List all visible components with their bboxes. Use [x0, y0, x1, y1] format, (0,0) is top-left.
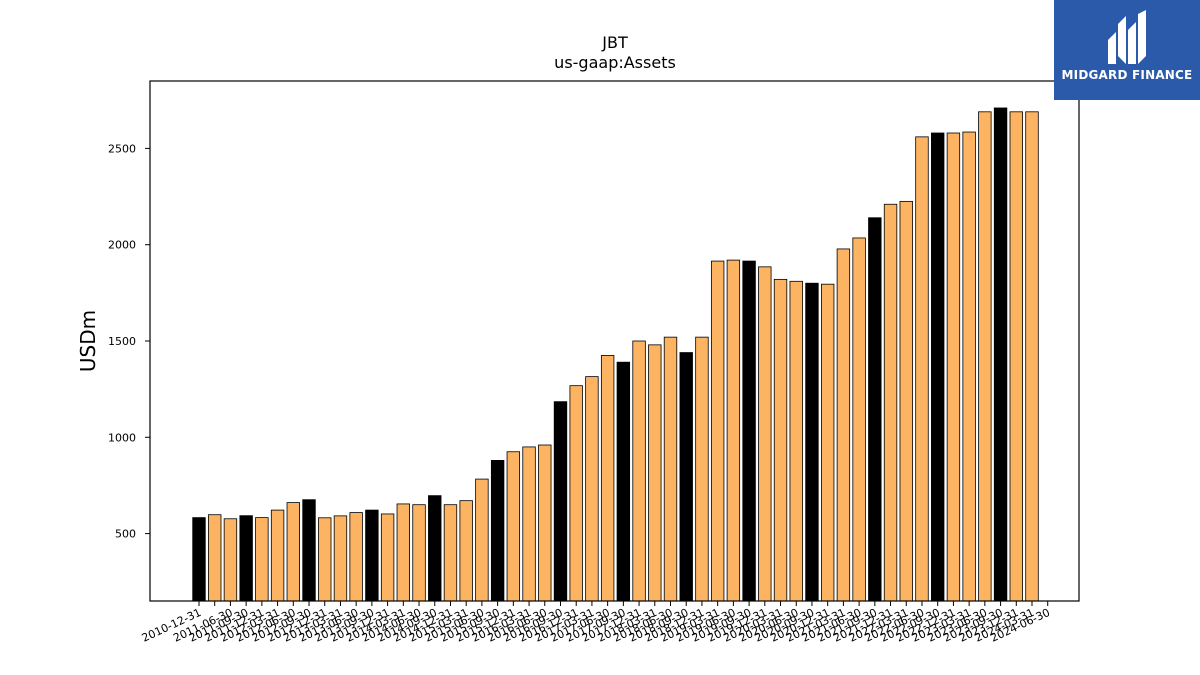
brand-name: MIDGARD FINANCE	[1061, 68, 1193, 82]
bar-2023-06-30	[978, 111, 992, 602]
bar-2013-12-31	[380, 513, 395, 602]
bar-2013-09-30	[365, 509, 379, 602]
bar-2015-03-31	[459, 500, 473, 602]
y-axis-ticks: 500 1000 1500 2000 2500	[108, 142, 150, 541]
bar-2022-09-30	[931, 132, 945, 602]
bar-2018-03-31	[648, 344, 662, 602]
bar-2012-12-31	[318, 517, 332, 602]
bar-2011-09-30	[239, 515, 253, 602]
y-axis-label: USDm	[76, 310, 100, 372]
bar-2015-09-30	[490, 460, 505, 602]
bar-2015-12-31	[506, 451, 521, 602]
bar-2014-09-30	[428, 495, 442, 602]
bar-2019-12-31	[758, 266, 772, 602]
midgard-logo-icon	[1108, 10, 1146, 64]
bar-2020-12-31	[820, 283, 835, 602]
bar-2023-12-31	[1009, 111, 1023, 602]
bar-2022-06-30	[915, 136, 929, 602]
bar-2012-03-31	[270, 509, 285, 602]
bar-2021-09-30	[868, 217, 882, 602]
y-tick-label: 1500	[108, 335, 136, 348]
bar-2011-03-31	[208, 514, 222, 602]
bar-2016-12-31	[569, 385, 583, 602]
bars-group	[192, 107, 1039, 602]
bar-2013-06-30	[349, 512, 363, 602]
bar-2022-12-31	[946, 132, 961, 602]
brand-logo: MIDGARD FINANCE	[1054, 0, 1200, 100]
plot-frame	[149, 80, 1080, 602]
bar-2019-03-31	[710, 260, 725, 602]
bar-2017-09-30	[616, 361, 631, 602]
bar-2016-03-31	[522, 446, 536, 602]
chart-title: JBT	[601, 33, 628, 52]
bar-2023-03-31	[962, 131, 976, 602]
y-tick-label: 1000	[108, 431, 136, 444]
bar-2014-06-30	[412, 504, 426, 602]
bar-2011-06-30	[223, 518, 238, 602]
bar-2020-03-31	[773, 278, 788, 602]
bar-2012-06-30	[286, 502, 300, 602]
bar-2024-03-31	[1025, 111, 1039, 602]
y-tick-label: 2500	[108, 142, 136, 155]
bar-2016-06-30	[538, 444, 552, 602]
bar-2015-06-30	[475, 478, 489, 602]
chart-subtitle: us-gaap:Assets	[554, 53, 676, 72]
bar-2019-09-30	[742, 260, 756, 602]
bar-2018-09-30	[679, 352, 693, 602]
bar-2017-12-31	[632, 340, 646, 602]
x-axis-ticks: 2010-12-312011-06-302011-09-302011-12-31…	[140, 601, 1052, 645]
bar-2021-06-30	[852, 237, 866, 602]
bar-2011-12-31	[255, 517, 269, 602]
bar-2014-03-31	[396, 503, 410, 602]
bar-2010-12-31	[192, 517, 206, 602]
bar-2017-06-30	[600, 355, 615, 602]
bar-2021-12-31	[883, 203, 898, 602]
bar-2018-06-30	[663, 336, 678, 602]
bar-2016-09-30	[553, 401, 568, 602]
bar-2017-03-31	[585, 376, 599, 602]
y-tick-label: 500	[115, 528, 136, 541]
bar-2020-06-30	[789, 280, 803, 602]
y-tick-label: 2000	[108, 239, 136, 252]
bar-2022-03-31	[899, 200, 913, 602]
bar-2014-12-31	[443, 504, 458, 602]
bar-2012-09-30	[302, 499, 316, 602]
bar-2018-12-31	[695, 336, 709, 602]
bar-2013-03-31	[333, 515, 348, 602]
bar-2020-09-30	[805, 282, 819, 602]
bar-2023-09-30	[993, 107, 1008, 602]
bar-2019-06-30	[726, 259, 741, 602]
bar-2021-03-31	[836, 248, 851, 602]
